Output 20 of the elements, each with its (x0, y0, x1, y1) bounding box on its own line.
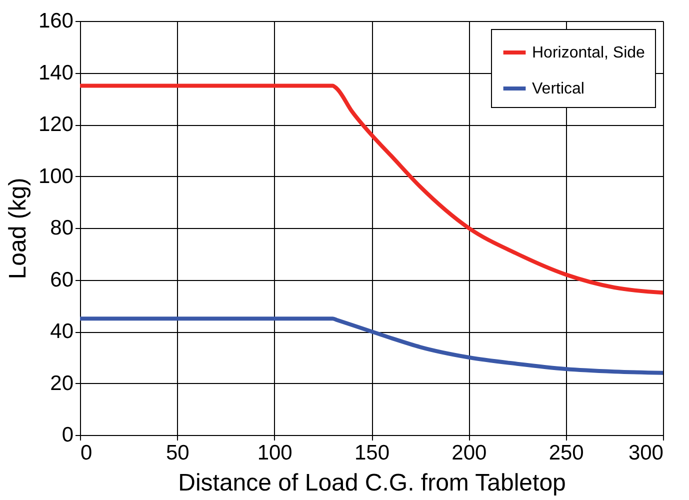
y-tick-label: 160 (38, 10, 74, 32)
y-tick-label: 0 (62, 424, 74, 446)
x-tick-label: 200 (452, 442, 487, 464)
x-tick-label: 150 (354, 442, 390, 464)
y-tick-label: 140 (38, 61, 74, 84)
y-tick-label: 120 (38, 113, 74, 136)
x-tick-label: 100 (257, 442, 292, 464)
x-tick-label: 0 (80, 442, 92, 464)
y-tick-label: 100 (38, 164, 74, 188)
y-tick-label: 80 (50, 216, 74, 240)
x-tick-label: 300 (628, 442, 664, 464)
legend-label: Horizontal, Side (532, 44, 646, 62)
y-axis-title: Load (kg) (4, 178, 32, 280)
x-tick-label: 50 (166, 442, 190, 464)
y-tick-label: 20 (50, 372, 74, 395)
legend-label: Vertical (532, 80, 584, 98)
y-tick-label: 40 (50, 320, 74, 343)
x-tick-label: 250 (548, 442, 584, 464)
y-tick-label: 60 (50, 268, 74, 292)
x-axis-title: Distance of Load C.G. from Tabletop (178, 470, 566, 496)
